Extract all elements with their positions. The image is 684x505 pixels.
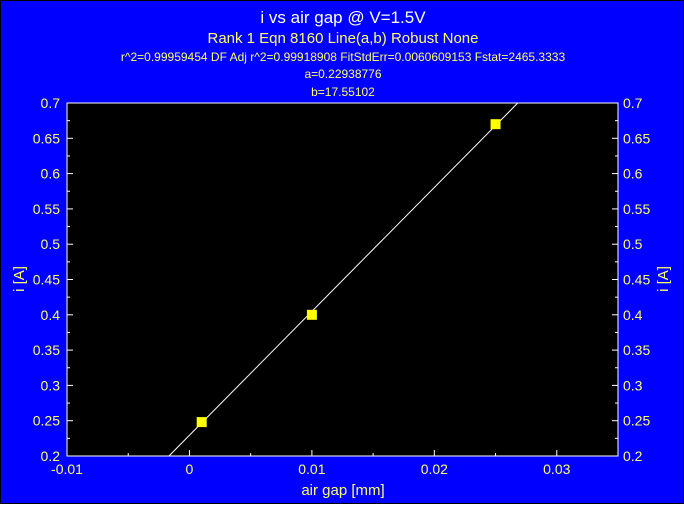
x-tick-label: -0.01	[51, 461, 83, 477]
y-axis-right: 0.2 0.25 0.3 0.35 0.4 0.45 0.5 0.55 0.6 0.65 0.7	[612, 95, 650, 464]
chart-subtitle: Rank 1 Eqn 8160 Line(a,b) Robust None	[207, 30, 478, 47]
y-tick-label-right: 0.3	[623, 377, 643, 393]
y-tick-label-left: 0.6	[41, 166, 61, 182]
y-tick-label-right: 0.5	[623, 236, 643, 252]
y-tick-label-left: 0.5	[41, 236, 61, 252]
y-tick-label-right: 0.6	[623, 166, 643, 182]
y-tick-label-right: 0.45	[623, 272, 650, 288]
fit-statistics: r^2=0.99959454 DF Adj r^2=0.99918908 Fit…	[121, 50, 566, 64]
y-axis-label-right: i [A]	[655, 266, 672, 292]
y-tick-label-left: 0.65	[33, 130, 60, 146]
data-point	[490, 119, 501, 130]
parameter-b: b=17.55102	[311, 85, 375, 99]
x-axis: -0.01 0 0.01 0.02 0.03	[51, 450, 571, 477]
y-tick-label-right: 0.65	[623, 130, 650, 146]
y-tick-label-left: 0.45	[33, 272, 60, 288]
y-axis-label-left: i [A]	[11, 266, 28, 292]
data-point	[306, 309, 317, 320]
x-tick-label: 0.03	[543, 461, 570, 477]
y-tick-label-left: 0.2	[41, 448, 61, 464]
y-tick-label-left: 0.7	[41, 95, 61, 111]
y-tick-label-right: 0.2	[623, 448, 643, 464]
y-tick-label-left: 0.35	[33, 342, 60, 358]
chart-title: i vs air gap @ V=1.5V	[260, 8, 426, 27]
parameter-a: a=0.22938776	[304, 67, 381, 81]
y-tick-label-left: 0.55	[33, 201, 60, 217]
y-axis-left: 0.2 0.25 0.3 0.35 0.4 0.45 0.5 0.55 0.6 0.65 0.7	[33, 95, 73, 464]
fit-layer	[168, 102, 519, 457]
x-axis-label: air gap [mm]	[301, 482, 384, 499]
y-tick-label-right: 0.35	[623, 342, 650, 358]
x-tick-label: 0.02	[421, 461, 448, 477]
y-tick-label-right: 0.7	[623, 95, 643, 111]
y-tick-label-right: 0.55	[623, 201, 650, 217]
fit-line	[168, 102, 519, 457]
plot-area	[66, 102, 619, 457]
data-point	[196, 417, 207, 428]
points-layer	[196, 119, 501, 428]
y-tick-label-left: 0.3	[41, 377, 61, 393]
y-tick-label-left: 0.4	[41, 307, 61, 323]
y-tick-label-right: 0.4	[623, 307, 643, 323]
x-tick-label: 0	[186, 461, 194, 477]
y-tick-label-left: 0.25	[33, 413, 60, 429]
y-tick-label-right: 0.25	[623, 413, 650, 429]
x-tick-label: 0.01	[298, 461, 325, 477]
